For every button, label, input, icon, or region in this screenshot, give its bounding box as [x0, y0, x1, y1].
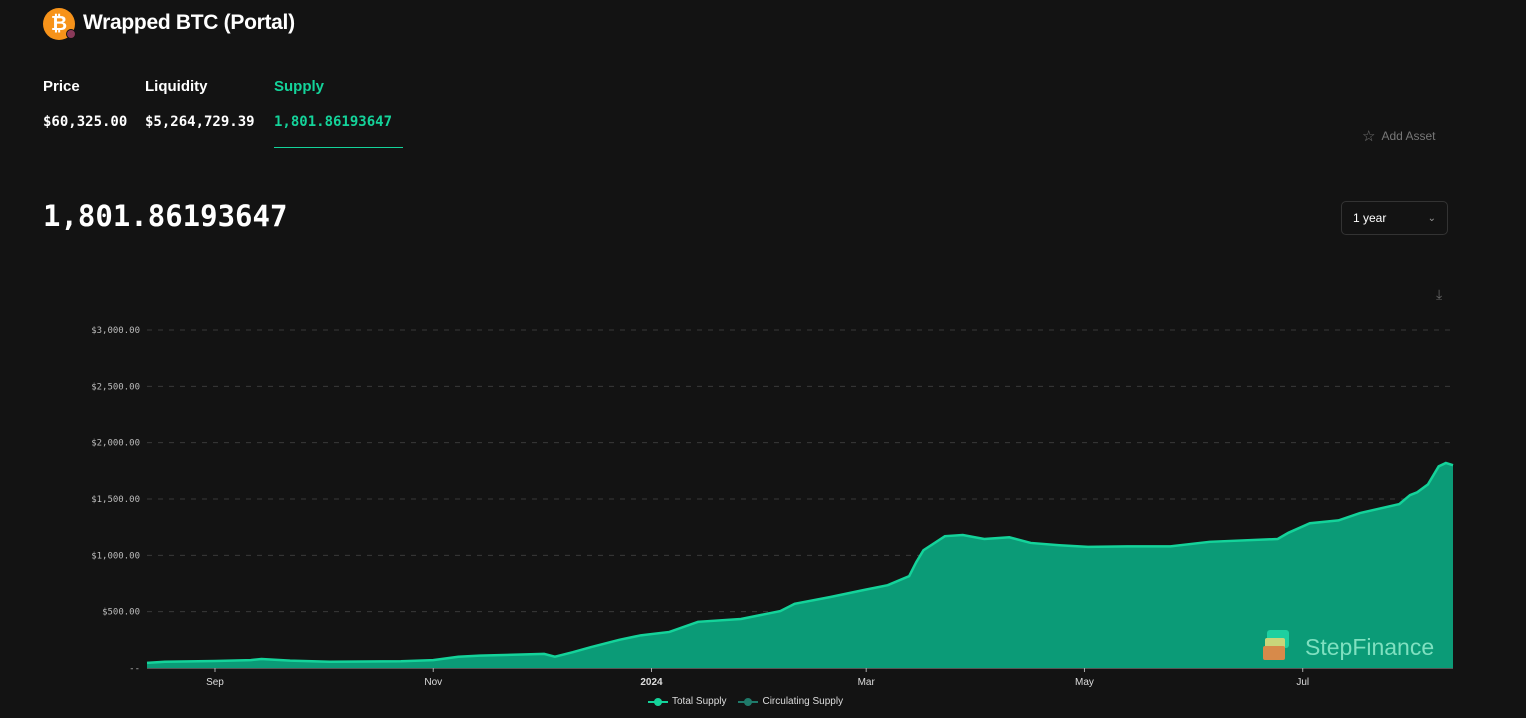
- download-icon[interactable]: ⤓: [1436, 286, 1443, 302]
- active-tab-underline: [274, 147, 403, 148]
- tab-liquidity[interactable]: Liquidity: [145, 78, 208, 95]
- y-tick-label: $1,500.00: [91, 495, 140, 505]
- portal-badge-icon: [66, 29, 76, 39]
- svg-text:StepFinance: StepFinance: [1305, 634, 1434, 660]
- liquidity-value: $5,264,729.39: [145, 114, 255, 130]
- x-tick-label: 2024: [640, 677, 663, 688]
- add-asset-button[interactable]: ☆ Add Asset: [1362, 127, 1436, 145]
- range-select[interactable]: 1 year ⌄: [1341, 201, 1448, 235]
- stepfinance-watermark: StepFinance: [1263, 630, 1434, 660]
- tab-price[interactable]: Price: [43, 78, 80, 95]
- supply-chart: -- $500.00 $1,000.00 $1,500.00 $2,000.00 $2,5…: [91, 326, 1454, 688]
- star-icon: ☆: [1362, 128, 1376, 145]
- y-tick-label: $1,000.00: [91, 551, 140, 561]
- range-select-value: 1 year: [1353, 211, 1387, 225]
- legend-marker-icon: [738, 697, 759, 706]
- current-value: 1,801.86193647: [43, 199, 288, 233]
- price-value: $60,325.00: [43, 114, 128, 130]
- chart-legend: Total Supply Circulating Supply: [648, 696, 843, 707]
- y-tick-label: $2,000.00: [91, 439, 140, 449]
- add-asset-label: Add Asset: [1381, 129, 1436, 143]
- total-supply-line: [146, 461, 1454, 665]
- page-title: Wrapped BTC (Portal): [83, 11, 295, 34]
- y-tick-label: $500.00: [102, 608, 140, 618]
- legend-label: Circulating Supply: [762, 696, 844, 707]
- y-tick-label: $2,500.00: [91, 382, 140, 392]
- legend-label: Total Supply: [672, 696, 727, 707]
- x-tick-label: May: [1075, 677, 1094, 688]
- y-tick-label: --: [129, 664, 140, 674]
- legend-total-supply[interactable]: Total Supply: [648, 696, 726, 707]
- total-supply-area: [147, 462, 1453, 668]
- x-tick-label: Mar: [858, 677, 876, 688]
- legend-marker-icon: [648, 697, 668, 706]
- tab-supply[interactable]: Supply: [274, 78, 325, 95]
- x-tick-label: Nov: [424, 677, 442, 688]
- bitcoin-icon: ₿: [43, 8, 76, 40]
- x-tick-label: Sep: [206, 677, 224, 688]
- legend-circulating-supply[interactable]: Circulating Supply: [738, 696, 843, 707]
- chevron-down-icon: ⌄: [1427, 212, 1436, 224]
- x-tick-label: Jul: [1296, 677, 1309, 688]
- supply-value: 1,801.86193647: [274, 114, 393, 130]
- y-tick-label: $3,000.00: [91, 326, 140, 336]
